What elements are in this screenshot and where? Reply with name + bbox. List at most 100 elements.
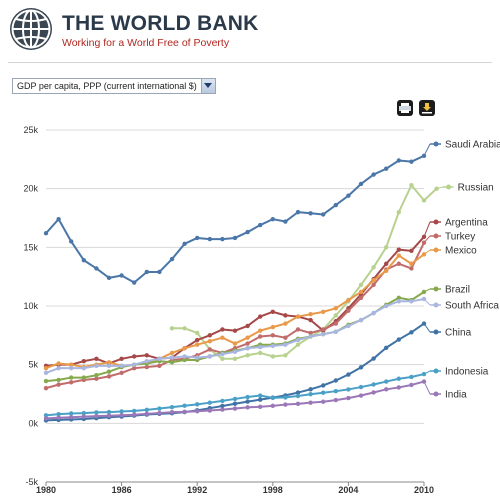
data-point[interactable]: [81, 258, 87, 263]
data-point[interactable]: [69, 365, 74, 371]
data-point[interactable]: [371, 172, 376, 177]
indicator-select[interactable]: GDP per capita, PPP (current internation…: [12, 78, 216, 94]
data-point[interactable]: [106, 413, 112, 418]
legend-entry[interactable]: Indonesia: [423, 367, 489, 378]
data-point[interactable]: [245, 405, 250, 410]
data-point[interactable]: [371, 382, 376, 387]
data-point[interactable]: [220, 403, 225, 409]
series-line[interactable]: [45, 154, 425, 284]
data-point[interactable]: [258, 222, 263, 228]
data-point[interactable]: [358, 289, 364, 295]
data-point[interactable]: [258, 344, 263, 350]
data-point[interactable]: [258, 350, 263, 356]
data-point[interactable]: [43, 378, 49, 384]
legend-entry[interactable]: Turkey: [423, 232, 475, 243]
data-point[interactable]: [169, 360, 175, 365]
legend-entry[interactable]: South Africa: [423, 298, 499, 312]
data-point[interactable]: [144, 364, 149, 370]
legend-entry[interactable]: Russian: [436, 183, 494, 194]
data-point[interactable]: [232, 401, 238, 406]
data-point[interactable]: [207, 354, 212, 359]
data-point[interactable]: [132, 365, 137, 371]
data-point[interactable]: [81, 375, 87, 380]
data-point[interactable]: [245, 323, 250, 329]
data-point[interactable]: [169, 256, 175, 262]
data-point[interactable]: [94, 266, 99, 271]
data-point[interactable]: [270, 324, 275, 330]
data-point[interactable]: [358, 295, 364, 300]
data-point[interactable]: [207, 333, 212, 338]
data-point[interactable]: [258, 314, 263, 319]
data-point[interactable]: [56, 415, 61, 420]
data-point[interactable]: [245, 394, 250, 400]
data-point[interactable]: [321, 309, 326, 315]
data-point[interactable]: [396, 247, 401, 252]
data-point[interactable]: [270, 403, 275, 409]
data-point[interactable]: [144, 353, 149, 358]
data-point[interactable]: [56, 377, 61, 383]
series-south-africa[interactable]: [43, 296, 427, 376]
data-point[interactable]: [384, 379, 389, 384]
data-point[interactable]: [119, 356, 124, 361]
data-point[interactable]: [283, 402, 288, 407]
print-button[interactable]: [397, 100, 413, 116]
data-point[interactable]: [371, 356, 376, 361]
data-point[interactable]: [308, 317, 313, 323]
data-point[interactable]: [81, 358, 87, 364]
data-point[interactable]: [308, 312, 313, 317]
data-point[interactable]: [207, 236, 212, 242]
data-point[interactable]: [56, 361, 61, 366]
data-point[interactable]: [346, 372, 351, 377]
data-point[interactable]: [295, 327, 301, 332]
data-point[interactable]: [195, 342, 200, 347]
data-point[interactable]: [119, 370, 124, 376]
data-point[interactable]: [43, 231, 49, 236]
data-point[interactable]: [409, 248, 414, 254]
data-point[interactable]: [295, 393, 301, 399]
data-point[interactable]: [207, 339, 212, 344]
data-point[interactable]: [283, 335, 288, 340]
data-point[interactable]: [270, 216, 275, 222]
data-point[interactable]: [157, 410, 162, 416]
series-line[interactable]: [45, 291, 425, 383]
data-point[interactable]: [220, 236, 225, 242]
data-point[interactable]: [169, 404, 175, 410]
data-point[interactable]: [169, 409, 175, 415]
data-point[interactable]: [321, 212, 326, 217]
data-point[interactable]: [43, 385, 49, 391]
data-point[interactable]: [43, 413, 49, 418]
data-point[interactable]: [321, 399, 326, 404]
legend-entry[interactable]: Brazil: [423, 285, 470, 296]
data-point[interactable]: [132, 408, 137, 414]
data-point[interactable]: [69, 362, 74, 367]
data-point[interactable]: [245, 229, 250, 235]
data-point[interactable]: [195, 355, 200, 360]
data-point[interactable]: [346, 308, 351, 313]
data-point[interactable]: [396, 261, 401, 266]
data-point[interactable]: [371, 265, 376, 270]
data-point[interactable]: [220, 327, 225, 332]
data-point[interactable]: [371, 277, 376, 283]
data-point[interactable]: [220, 335, 225, 340]
data-point[interactable]: [56, 365, 61, 371]
series-indonesia[interactable]: [43, 371, 427, 418]
data-point[interactable]: [409, 261, 414, 266]
data-point[interactable]: [195, 337, 200, 343]
data-point[interactable]: [333, 397, 338, 403]
data-point[interactable]: [94, 410, 99, 415]
data-point[interactable]: [119, 273, 124, 278]
data-point[interactable]: [333, 313, 338, 318]
data-point[interactable]: [106, 363, 112, 369]
data-point[interactable]: [43, 370, 49, 376]
data-point[interactable]: [232, 406, 238, 411]
data-point[interactable]: [69, 411, 74, 416]
data-point[interactable]: [396, 209, 401, 215]
data-point[interactable]: [106, 360, 112, 365]
data-point[interactable]: [358, 317, 364, 323]
data-point[interactable]: [106, 275, 112, 281]
data-point[interactable]: [182, 326, 187, 331]
data-point[interactable]: [358, 384, 364, 390]
data-point[interactable]: [421, 379, 427, 384]
legend-entry[interactable]: Mexico: [423, 246, 477, 257]
data-point[interactable]: [106, 409, 112, 415]
